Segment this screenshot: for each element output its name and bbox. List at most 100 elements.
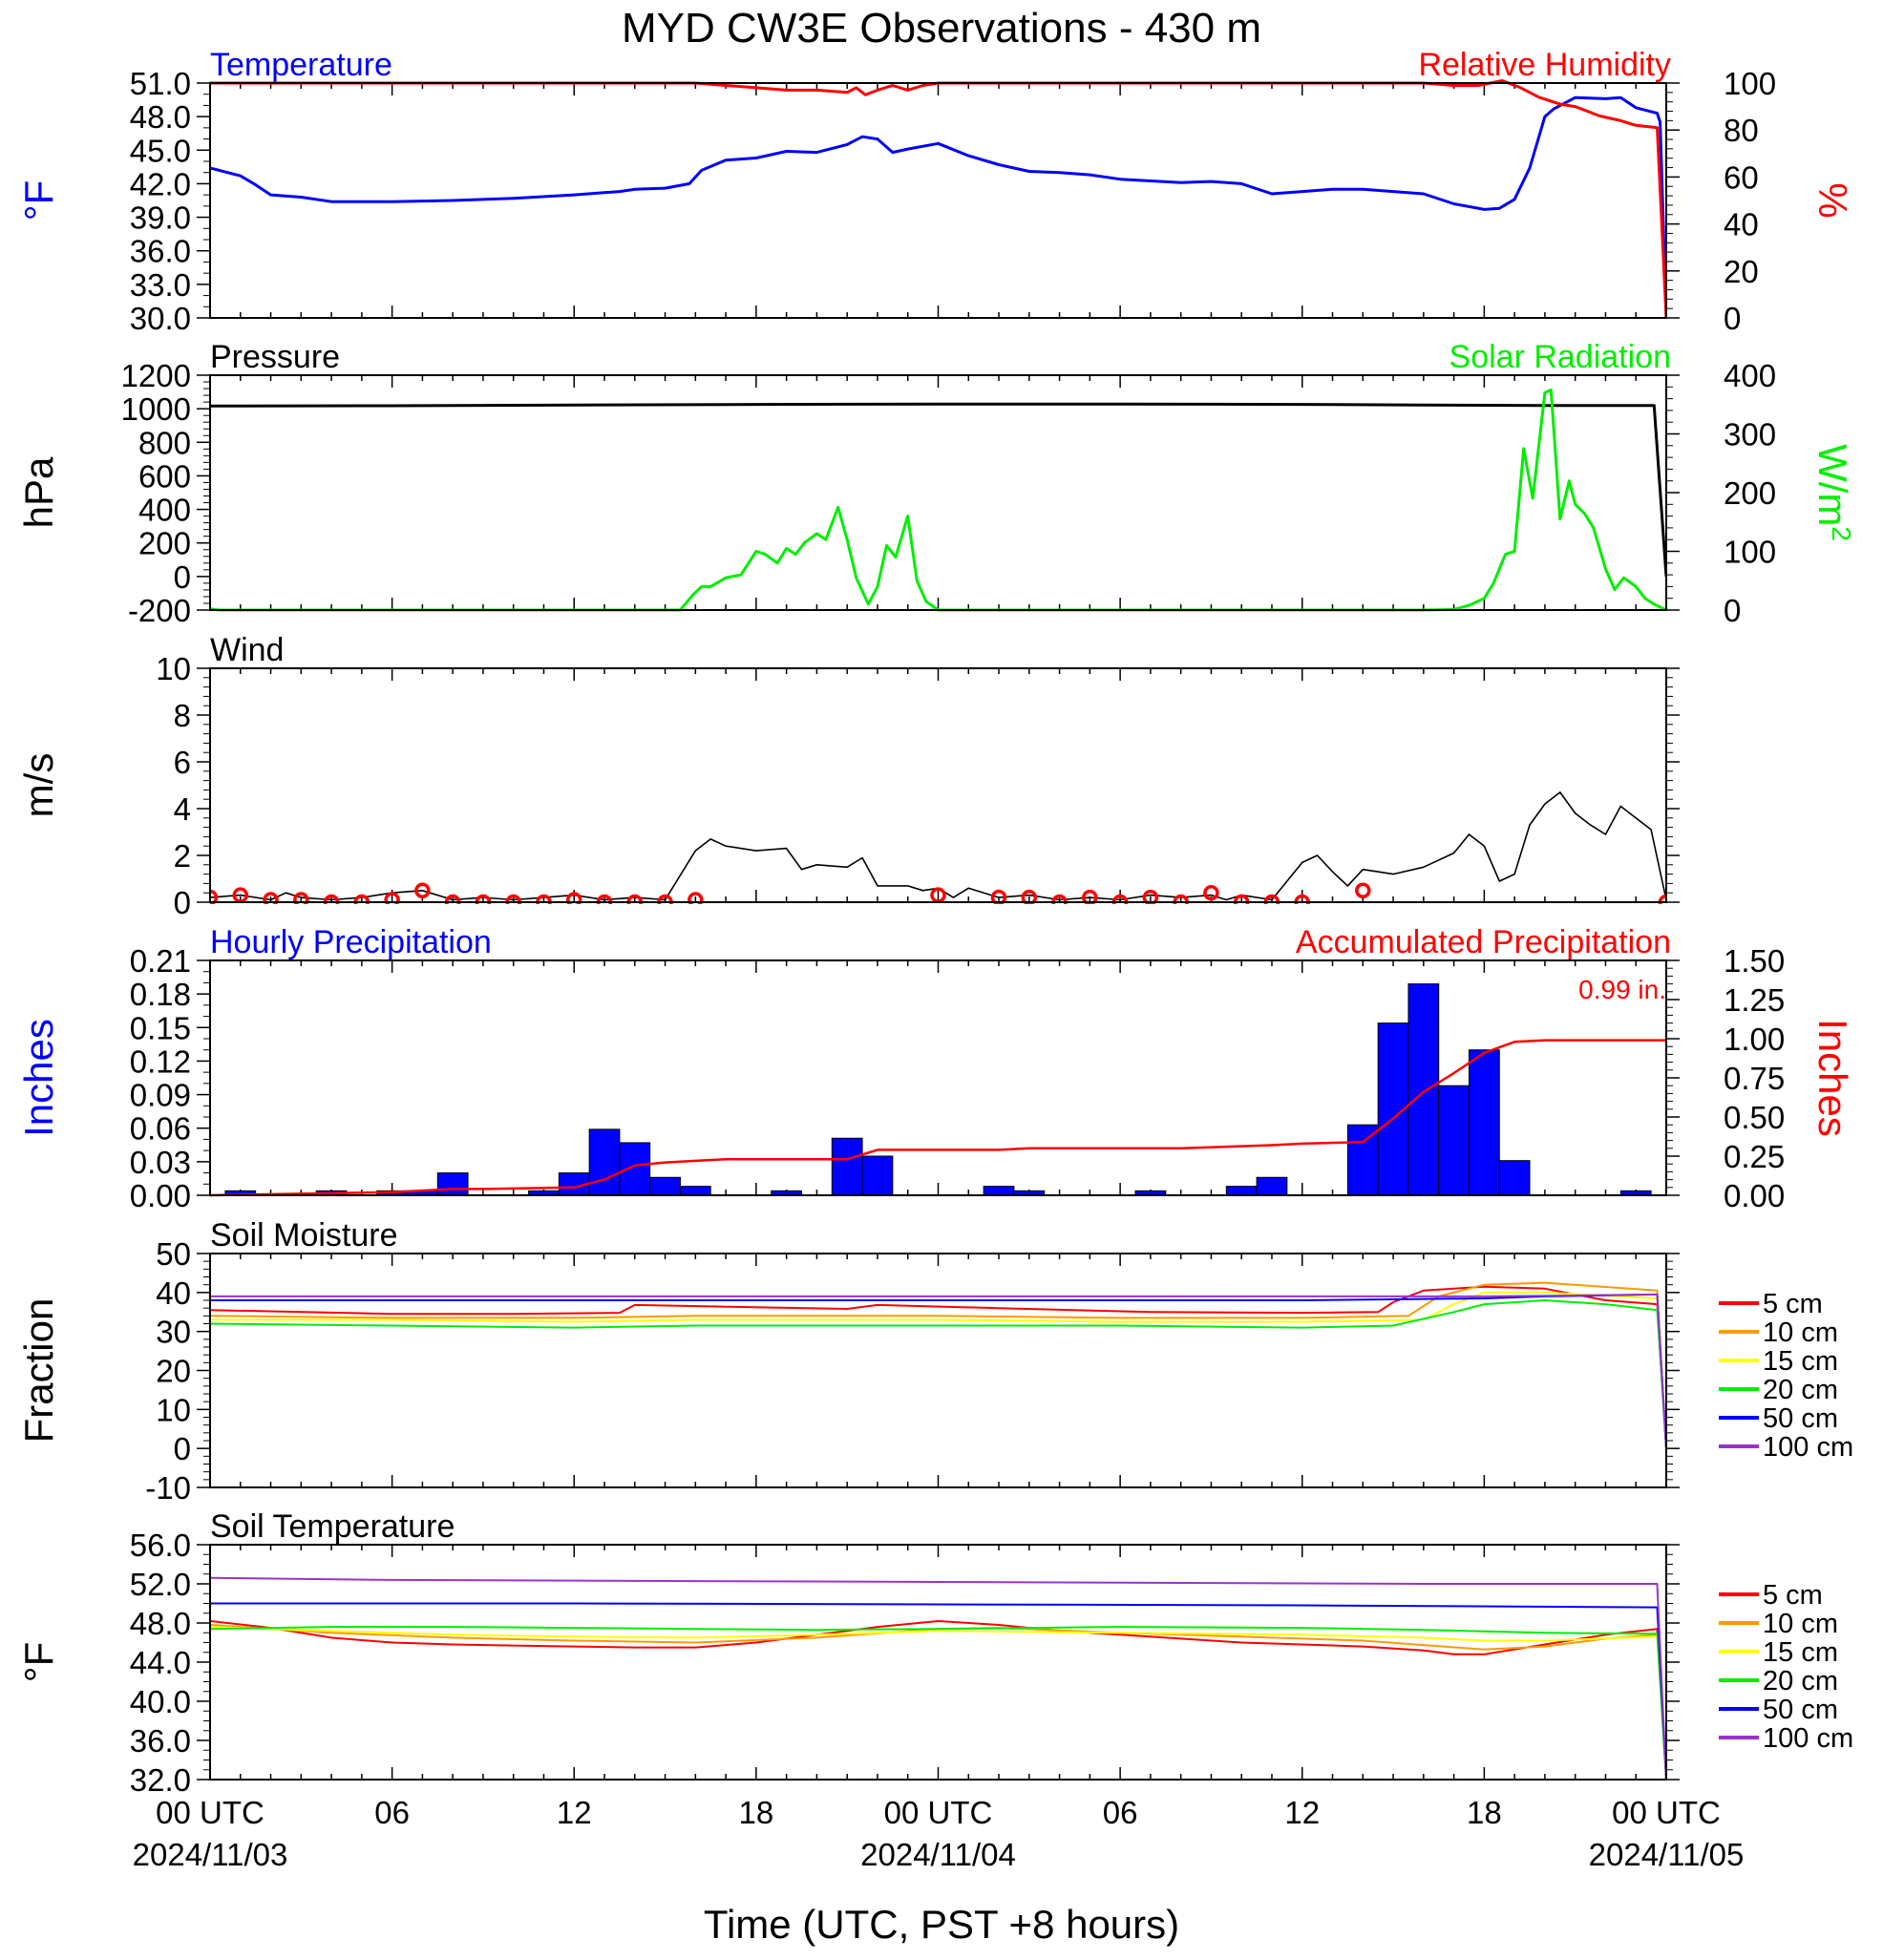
y-tick-label-left: 51.0: [130, 66, 191, 101]
series-line-100-cm: [210, 1293, 1666, 1449]
panel-frame: [209, 82, 1667, 319]
legend-label: 5 cm: [1763, 1289, 1823, 1319]
figure-title: MYD CW3E Observations - 430 m: [622, 5, 1261, 52]
panel-title-left: Wind: [210, 632, 284, 668]
x-axis-title: Time (UTC, PST +8 hours): [704, 1902, 1179, 1947]
series-line-15-cm: [210, 1291, 1666, 1449]
y-tick-label-left: 10: [156, 1392, 191, 1427]
x-tick-label: 00 UTC: [1612, 1795, 1721, 1830]
y-tick-label-left: 48.0: [130, 1606, 191, 1641]
y-tick-label-left: 8: [174, 698, 191, 733]
legend-label: 50 cm: [1763, 1403, 1838, 1434]
accumulated-precip-line: [210, 1039, 1666, 1197]
legend-label: 20 cm: [1763, 1666, 1838, 1697]
y-tick-label-right: 300: [1724, 417, 1776, 453]
precip-bar: [619, 1142, 651, 1196]
legend-label: 15 cm: [1763, 1346, 1838, 1377]
legend-label: 5 cm: [1763, 1580, 1823, 1611]
panel-temp_rh: 30.033.036.039.042.045.048.051.0 0 20 40 60 8…: [16, 47, 1855, 336]
y-tick-label-left: 0: [174, 559, 191, 595]
y-tick-label-left: 32.0: [130, 1762, 191, 1798]
y-tick-label-left: 36.0: [130, 1723, 191, 1759]
precip-bar: [679, 1186, 711, 1196]
panel-data: [210, 791, 1666, 904]
y-axis-title-left: Inches: [16, 1019, 61, 1137]
y-tick-label-right: 80: [1724, 113, 1759, 148]
panel-frame: [209, 374, 1667, 611]
precip-bar: [1225, 1186, 1258, 1196]
y-tick-label-left: 1200: [121, 358, 191, 393]
y-tick-label-left: 56.0: [130, 1528, 191, 1563]
panel-frame: [209, 1253, 1667, 1488]
panels: 30.033.036.039.042.045.048.051.002040608…: [16, 47, 1856, 1872]
y-tick-label-right: 0.50: [1724, 1100, 1785, 1135]
x-tick-label: 18: [739, 1795, 774, 1830]
calm-wind-marker: [1142, 889, 1159, 904]
panel-frame: [209, 1544, 1667, 1781]
y-tick-label-left: 44.0: [130, 1645, 191, 1680]
precip-bar: [831, 1137, 863, 1196]
y-axis-title-right: Inches: [1810, 1019, 1855, 1137]
calm-wind-marker: [293, 892, 309, 904]
precip-bar: [861, 1155, 894, 1196]
precip-bar: [436, 1172, 469, 1196]
x-tick-label: 18: [1467, 1795, 1502, 1830]
panel-wind: 0 2 4 6 8 10 Wind m/s: [16, 632, 1680, 920]
y-tick-label-left: 33.0: [130, 267, 191, 303]
series-line-10-cm: [210, 1281, 1666, 1449]
y-tick-label-right: 0.00: [1724, 1178, 1785, 1213]
calm-wind-marker: [414, 882, 431, 898]
calm-wind-marker: [1082, 889, 1098, 904]
y-tick-label-right: 400: [1724, 358, 1776, 393]
precip-bar: [1407, 983, 1440, 1196]
y-axis-title-left: Fraction: [16, 1298, 61, 1444]
y-tick-label-left: 0.03: [130, 1145, 191, 1180]
calm-wind-marker: [1355, 882, 1371, 898]
series-line-20-cm: [210, 1299, 1666, 1449]
y-tick-label-left: 40: [156, 1275, 191, 1311]
panel-title-right: Accumulated Precipitation: [1296, 924, 1671, 960]
y-tick-label-left: 0: [174, 1431, 191, 1466]
y-tick-label-left: 36.0: [130, 234, 191, 269]
y-tick-label-left: 42.0: [130, 166, 191, 201]
calm-wind-marker: [1203, 884, 1219, 901]
series-line-solar-radiation: [210, 388, 1666, 612]
y-tick-label-left: 39.0: [130, 200, 191, 236]
panel-data: [210, 983, 1666, 1197]
x-tick-label: 00 UTC: [156, 1795, 264, 1830]
precip-bar: [1346, 1124, 1379, 1196]
y-tick-label-left: 600: [138, 458, 191, 494]
panel-title-left: Pressure: [210, 339, 340, 375]
precip-bar: [649, 1176, 681, 1196]
y-tick-label-left: 400: [138, 493, 191, 528]
y-tick-label-right: 0.75: [1724, 1061, 1785, 1096]
series-line-5-cm: [210, 1285, 1666, 1449]
legend-label: 10 cm: [1763, 1609, 1838, 1639]
x-date-label: 2024/11/04: [860, 1837, 1016, 1872]
series-line-100-cm: [210, 1576, 1666, 1781]
y-tick-label-left: 20: [156, 1354, 191, 1389]
legend-label: 100 cm: [1763, 1723, 1853, 1754]
y-tick-label-left: 4: [174, 791, 191, 827]
x-date-label: 2024/11/03: [133, 1837, 288, 1872]
legend-label: 15 cm: [1763, 1637, 1838, 1668]
panel-title-left: Temperature: [210, 47, 392, 83]
y-tick-label-right: 100: [1724, 535, 1776, 570]
y-tick-label-right: 20: [1724, 254, 1759, 289]
series-line-15-cm: [210, 1626, 1666, 1781]
y-axis-title-left: m/s: [16, 753, 61, 818]
y-tick-label-right: 0.25: [1724, 1139, 1785, 1174]
y-tick-label-left: 0: [174, 885, 191, 920]
y-tick-label-left: 10: [156, 651, 191, 686]
legend-label: 50 cm: [1763, 1695, 1838, 1725]
legend-label: 20 cm: [1763, 1375, 1838, 1405]
y-tick-label-left: 0.09: [130, 1078, 191, 1113]
y-tick-label-left: 48.0: [130, 99, 191, 135]
y-tick-label-left: 0.12: [130, 1043, 191, 1079]
panel-data: [210, 1576, 1666, 1781]
y-axis-title-left: °F: [16, 1642, 61, 1682]
calm-wind-marker: [1021, 889, 1038, 904]
panel-title-left: Hourly Precipitation: [210, 924, 492, 960]
y-axis-title-left: hPa: [16, 456, 61, 528]
